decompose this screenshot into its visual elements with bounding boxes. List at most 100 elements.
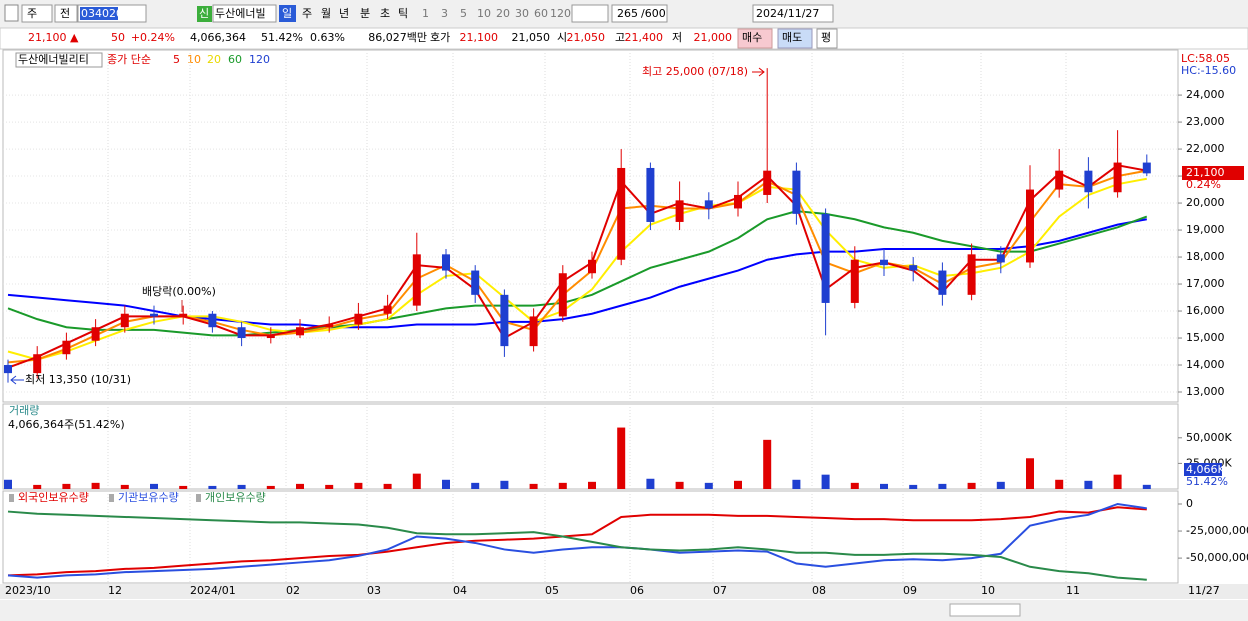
change: 50 xyxy=(111,31,125,44)
period[interactable]: 일 xyxy=(282,6,292,20)
candle-body xyxy=(996,254,1005,263)
volume-bar xyxy=(821,474,830,489)
candle-body xyxy=(179,313,188,317)
volume-panel xyxy=(2,403,1179,490)
y-tick-label: 0 xyxy=(1186,497,1193,510)
count: 265 xyxy=(617,7,638,20)
candle-body xyxy=(120,313,129,328)
market-select[interactable] xyxy=(21,4,53,23)
buy-button[interactable] xyxy=(737,28,773,49)
volume-info: 4,066,364주(51.42%) xyxy=(8,418,125,431)
zoom-slider[interactable] xyxy=(949,603,1021,617)
name-box xyxy=(212,4,277,23)
interval[interactable]: 1 xyxy=(422,7,429,20)
volume-bar xyxy=(763,439,772,489)
volume-bar xyxy=(354,482,363,489)
volume-bar xyxy=(62,483,71,489)
candle-body xyxy=(909,265,918,271)
volume-bar xyxy=(967,482,976,489)
y-tick-label: 15,000 xyxy=(1186,331,1225,344)
candle-body xyxy=(1142,162,1151,174)
sell[interactable]: 매도 xyxy=(782,31,802,44)
period[interactable]: 분 xyxy=(360,7,370,20)
menu-icon[interactable] xyxy=(4,4,19,22)
code-highlight xyxy=(80,7,118,20)
open: 21,050 xyxy=(567,31,606,44)
volume-bar xyxy=(588,481,596,489)
period[interactable]: 틱 xyxy=(398,7,408,20)
y-tick-label: 23,000 xyxy=(1186,115,1225,128)
candle-body xyxy=(266,335,275,339)
y-tick-label: 13,000 xyxy=(1186,385,1225,398)
legend-period: 60 xyxy=(228,53,242,66)
open-label: 시 xyxy=(557,31,567,44)
candle-body xyxy=(588,259,596,274)
volume-bar xyxy=(179,485,188,489)
candle-body xyxy=(850,259,859,303)
x-tick-label: 11/27 xyxy=(1188,584,1220,597)
volume-bar xyxy=(120,484,129,489)
y-tick-label: -50,000,000 xyxy=(1186,551,1248,564)
volume-bar xyxy=(33,484,42,489)
price: 21,100 ▲ xyxy=(28,31,79,44)
buy[interactable]: 매수 xyxy=(742,31,762,44)
stock-name: 두산에너빌 xyxy=(215,7,266,20)
candle-body xyxy=(500,294,509,347)
candle-body xyxy=(1113,162,1122,193)
high-label: 고 xyxy=(615,31,625,44)
interval[interactable]: 120 xyxy=(550,7,571,20)
interval[interactable]: 20 xyxy=(496,7,510,20)
x-axis-bar xyxy=(0,584,1248,599)
candle-body xyxy=(734,194,742,209)
volume-bar xyxy=(208,485,217,489)
x-tick-label: 2023/10 xyxy=(5,584,51,597)
interval[interactable]: 30 xyxy=(515,7,529,20)
period-active[interactable] xyxy=(279,5,296,22)
date-box[interactable] xyxy=(752,4,834,23)
interval-input[interactable] xyxy=(571,4,609,23)
holding-line xyxy=(7,510,1147,581)
period[interactable]: 월 xyxy=(321,7,331,20)
candle-body xyxy=(91,327,100,341)
high: 21,400 xyxy=(625,31,664,44)
market: 주 xyxy=(27,7,37,20)
interval[interactable]: 10 xyxy=(477,7,491,20)
scroll-bar[interactable] xyxy=(0,600,1248,621)
low-label: 저 xyxy=(672,31,682,44)
high-annotation: 최고 25,000 (07/18) xyxy=(642,65,748,78)
sell-button[interactable] xyxy=(777,28,813,49)
period[interactable]: 년 xyxy=(339,7,349,20)
legend-entry: 외국인보유수량 xyxy=(18,491,89,504)
ma-line xyxy=(7,164,1147,369)
legend-name-box xyxy=(15,52,103,68)
candle-body xyxy=(354,313,363,325)
candle-body xyxy=(62,340,71,355)
avg[interactable]: 평 xyxy=(821,31,831,44)
x-tick-label: 08 xyxy=(812,584,826,597)
volume-bar xyxy=(1142,484,1151,489)
date: 2024/11/27 xyxy=(756,7,819,20)
candle-body xyxy=(4,365,12,374)
period[interactable]: 주 xyxy=(302,7,312,20)
interval[interactable]: 3 xyxy=(441,7,448,20)
volume-bar xyxy=(734,480,742,489)
volume-bar xyxy=(412,473,421,489)
count-box[interactable] xyxy=(611,4,668,23)
legend-entry: 기관보유수량 xyxy=(118,491,179,504)
period[interactable]: 초 xyxy=(380,7,390,20)
candle-body xyxy=(33,354,42,374)
legend-period: 5 xyxy=(173,53,180,66)
legend-period: 20 xyxy=(207,53,221,66)
interval[interactable]: 5 xyxy=(460,7,467,20)
volume-bar xyxy=(880,483,888,489)
y-tick-label: 24,000 xyxy=(1186,88,1225,101)
prev-button[interactable] xyxy=(54,4,78,23)
interval[interactable]: 60 xyxy=(534,7,548,20)
x-tick-label: 12 xyxy=(108,584,122,597)
legend-name: 두산에너빌리티 xyxy=(18,53,89,66)
candle-body xyxy=(529,316,538,347)
volume-bar xyxy=(909,484,918,489)
avg-button[interactable] xyxy=(816,28,838,49)
low-annotation: 최저 13,350 (10/31) xyxy=(25,373,131,386)
